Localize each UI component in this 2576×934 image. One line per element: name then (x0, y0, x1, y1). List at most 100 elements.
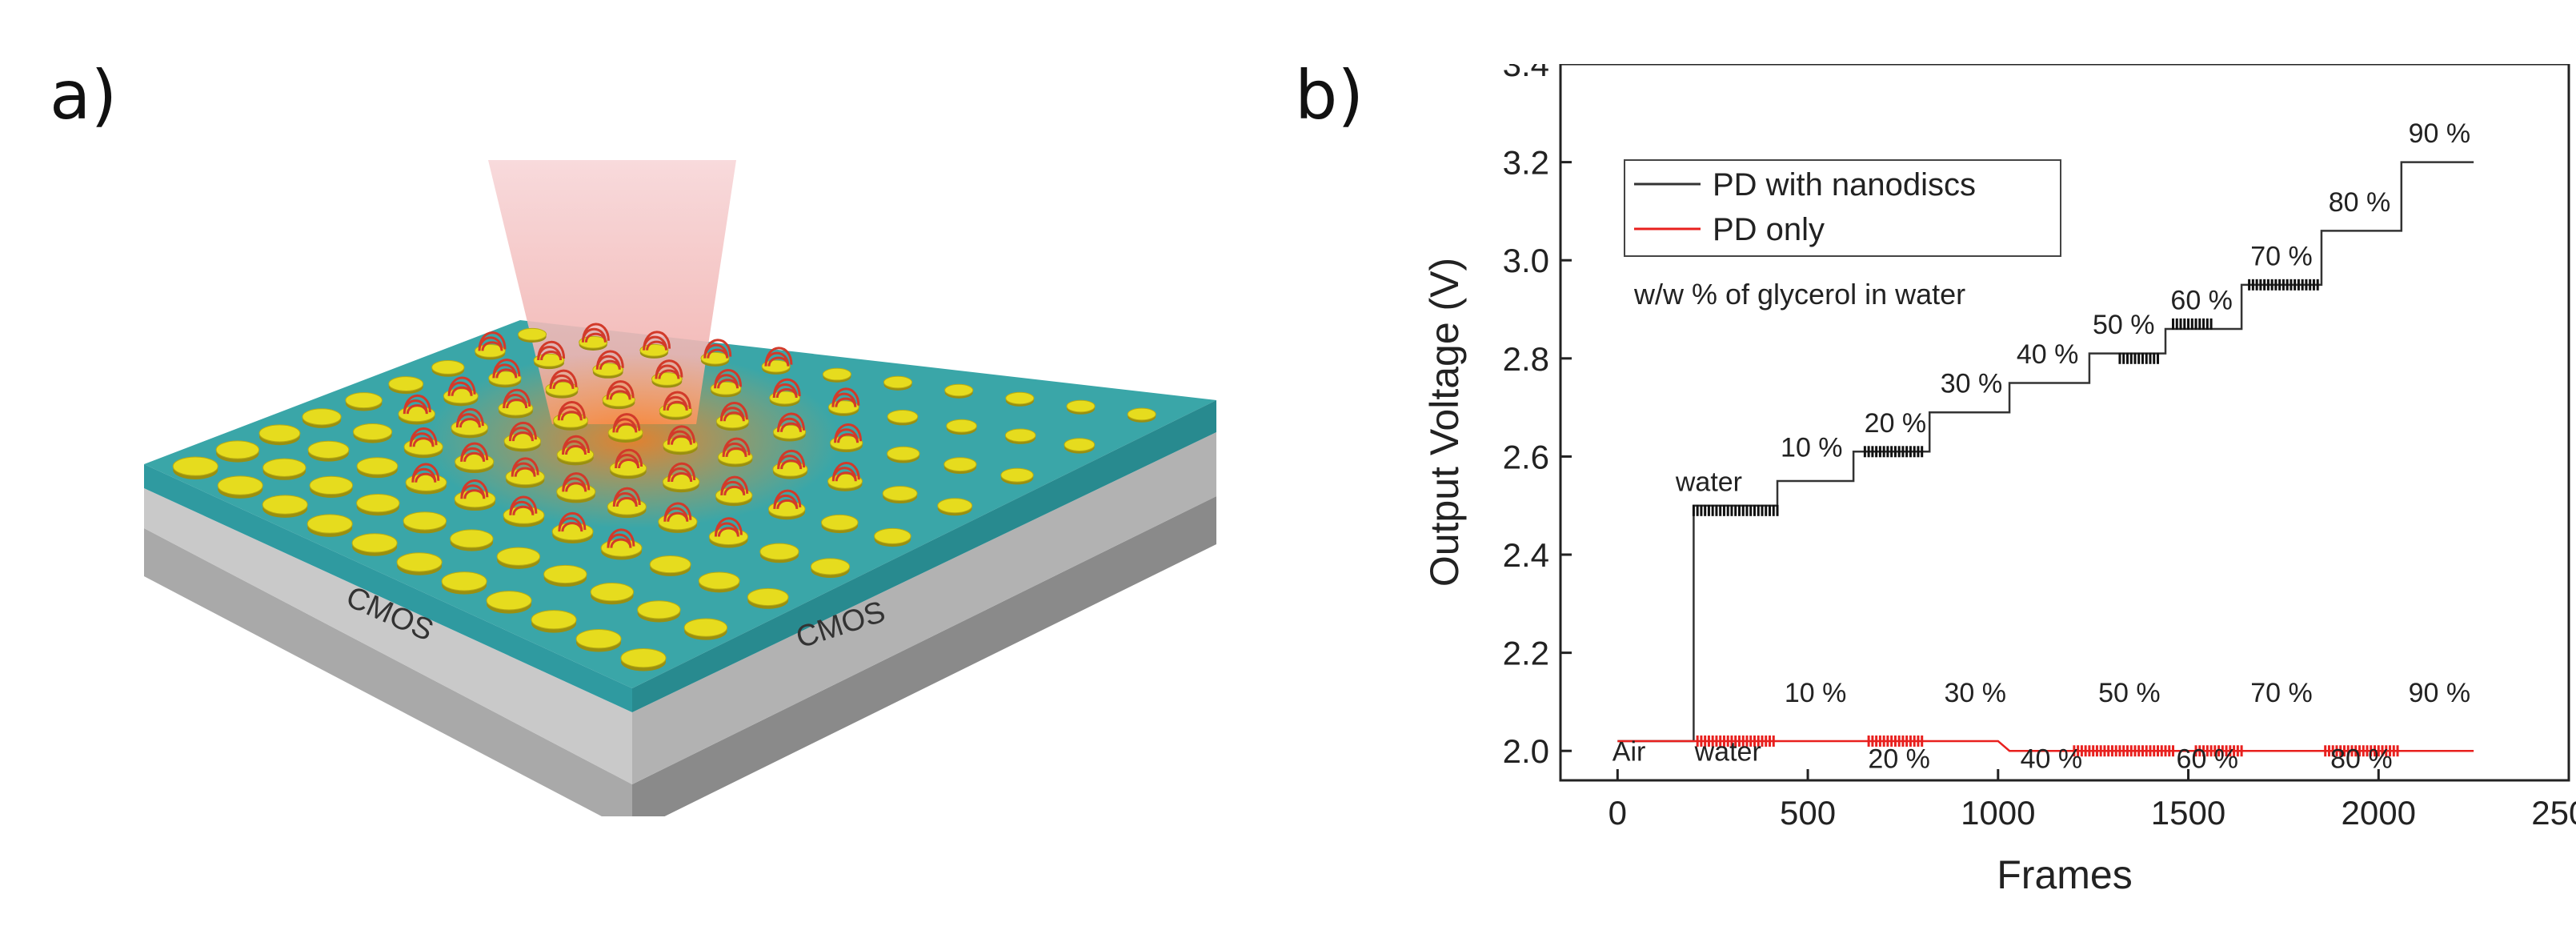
nanodisc (759, 543, 799, 560)
near-field-spiral (537, 340, 566, 361)
near-field-spiral (714, 517, 743, 537)
y-tick-label: 2.0 (1503, 732, 1549, 770)
nanodisc-chip-illustration: CMOS CMOS (144, 160, 1216, 816)
near-field-spiral (558, 511, 587, 532)
near-field-spiral (764, 347, 793, 367)
nanodisc (822, 367, 851, 381)
nanodisc (1004, 428, 1036, 443)
near-field-spiral (773, 489, 802, 510)
near-field-spiral (667, 425, 695, 445)
nanodisc (262, 458, 306, 477)
step-label-pd-only: 30 % (1945, 678, 2007, 708)
near-field-spiral (447, 376, 476, 397)
step-label-pd-only: 40 % (2021, 744, 2083, 775)
nanodisc (883, 375, 913, 389)
nanodisc (620, 647, 667, 668)
nanodisc (486, 591, 532, 611)
step-label-pd-only: 70 % (2250, 678, 2313, 708)
step-label-nanodiscs: water (1675, 467, 1742, 497)
oxide-right-edge (632, 400, 1216, 712)
near-field-spiral (834, 423, 863, 443)
near-field-spiral (772, 378, 801, 399)
near-field-spiral (403, 394, 431, 415)
nanodisc (450, 529, 494, 548)
nanodisc (887, 410, 919, 423)
nanodisc (943, 457, 977, 472)
nanodisc (810, 558, 851, 575)
nanodisc (302, 408, 342, 426)
cmos-layer-front (144, 488, 632, 784)
nanodisc (637, 600, 681, 619)
nanodisc (531, 610, 577, 630)
x-tick-label: 1000 (1961, 794, 2035, 832)
nanodisc (388, 376, 424, 392)
nanodisc (351, 533, 398, 553)
near-field-spiral (549, 369, 578, 390)
nanodisc (590, 583, 635, 602)
x-tick-label: 2500 (2531, 794, 2576, 832)
step-label-nanodiscs: 60 % (2170, 286, 2233, 316)
panel-label-a: a) (50, 56, 118, 134)
near-field-spiral (612, 413, 641, 433)
legend-entry: PD with nanodiscs (1713, 167, 1976, 202)
y-tick-label: 2.6 (1503, 438, 1549, 475)
chart-series (1617, 161, 2474, 757)
nanodisc (215, 440, 260, 459)
nanodisc (217, 475, 263, 495)
near-field-spiral (655, 359, 683, 379)
near-field-spiral (667, 462, 696, 483)
near-field-spiral (511, 457, 539, 477)
nanodisc (1005, 391, 1035, 405)
step-label-pd-only: 90 % (2409, 678, 2471, 708)
cmos-layer-right (632, 432, 1216, 784)
chart-legend: PD with nanodiscs PD only w/w % of glycero… (1624, 159, 2061, 311)
near-field-spiral (615, 448, 643, 469)
near-field-spiral (411, 463, 440, 483)
nanodisc (683, 618, 728, 637)
y-tick-label: 2.2 (1503, 635, 1549, 672)
x-tick-label: 2000 (2342, 794, 2416, 832)
near-field-spiral (606, 380, 635, 400)
nanodisc (944, 383, 974, 397)
near-field-spiral (455, 407, 484, 428)
legend-entry: PD only (1713, 212, 1825, 247)
y-tick-label: 2.4 (1503, 536, 1549, 574)
near-field-spiral (492, 359, 521, 379)
nanodisc (1000, 467, 1034, 483)
legend-box (1624, 159, 2061, 257)
nanodisc-array (172, 323, 1156, 671)
step-label-nanodiscs: 50 % (2093, 310, 2155, 340)
near-field-spiral (607, 528, 635, 548)
substrate-front (144, 528, 632, 816)
nanodisc (1127, 407, 1156, 421)
nanodisc (307, 440, 350, 459)
near-field-spiral (595, 350, 624, 371)
near-field-spiral (719, 402, 748, 422)
chart-annotations: water 10 % 20 % 30 % 40 % 50 % 60 % 70 % 80 % 90 … (1613, 118, 2470, 775)
step-label-pd-only: 80 % (2330, 744, 2393, 775)
nanodisc (946, 419, 977, 433)
nanodisc (820, 514, 859, 531)
nanodisc (356, 494, 400, 513)
step-label-nanodiscs: 70 % (2250, 241, 2313, 271)
near-field-spiral (460, 442, 489, 463)
y-tick-label: 3.0 (1503, 242, 1549, 279)
y-axis-label: Output Voltage (V) (1424, 258, 1467, 587)
nanodisc (431, 360, 465, 375)
nanodisc (403, 511, 447, 531)
step-label-pd-only: 50 % (2098, 678, 2161, 708)
near-field-spiral (562, 472, 591, 492)
step-label-nanodiscs: 80 % (2329, 187, 2391, 218)
near-field-spiral (663, 502, 692, 523)
nanodisc (441, 571, 487, 591)
nanodisc (258, 424, 301, 443)
nanodisc (937, 498, 973, 514)
near-field-spiral (703, 339, 732, 359)
near-field-spiral (831, 462, 860, 482)
x-tick-label: 0 (1608, 794, 1627, 832)
near-field-spiral (776, 412, 805, 433)
near-field-spiral (409, 427, 438, 447)
voltage-chart: 0 500 1000 1500 2000 2500 2.0 2.2 2.4 2.6 2.8 3.0 3.… (1424, 64, 2576, 897)
chart-axes: 0 500 1000 1500 2000 2500 2.0 2.2 2.4 2.6 2.8 3.0 3.… (1503, 64, 2576, 832)
nanodisc (306, 514, 353, 534)
